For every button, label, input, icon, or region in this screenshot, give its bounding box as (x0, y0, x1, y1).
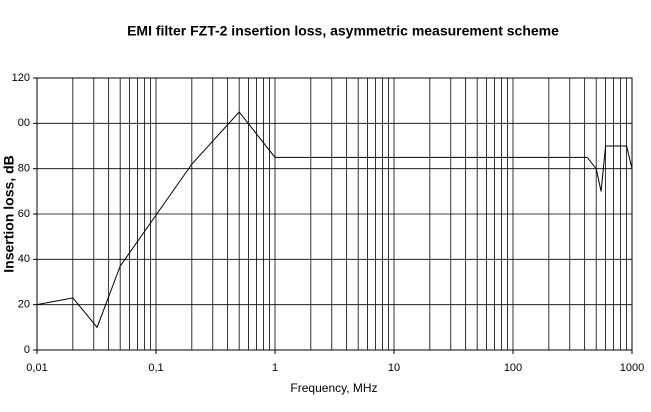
y-axis-label: Insertion loss, dB (1, 155, 17, 272)
x-tick-label: 100 (504, 362, 522, 374)
y-tick-label: 0 (24, 344, 30, 356)
chart-title: EMI filter FZT-2 insertion loss, asymmet… (127, 23, 559, 39)
plot-frame (36, 77, 633, 351)
data-line (36, 111, 633, 329)
y-tick-label: 120 (12, 72, 30, 84)
x-tick-label: 0,01 (26, 362, 47, 374)
y-tick-label: 20 (18, 299, 30, 311)
x-axis-label: Frequency, MHz (290, 381, 377, 395)
x-tick-label: 1000 (620, 362, 644, 374)
x-tick-label: 10 (388, 362, 400, 374)
y-tick-label: 40 (18, 253, 30, 265)
x-tick-label: 1 (272, 362, 278, 374)
y-tick-label: 00 (18, 117, 30, 129)
y-tick-label: 60 (18, 208, 30, 220)
y-tick-label: 80 (18, 163, 30, 175)
x-tick-label: 0,1 (148, 362, 163, 374)
